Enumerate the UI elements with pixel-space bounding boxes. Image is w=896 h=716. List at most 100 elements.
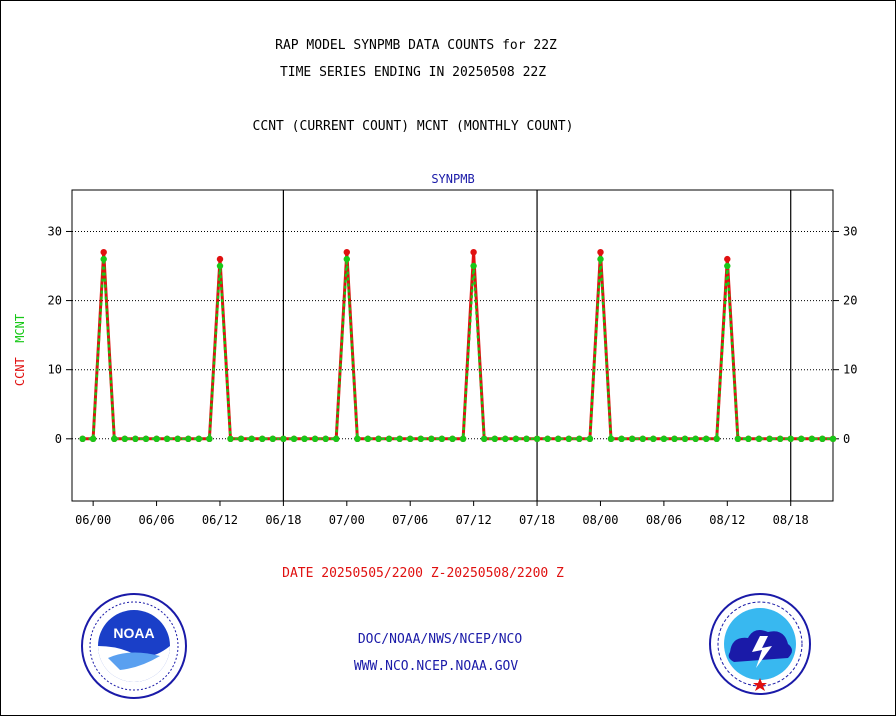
data-point-mcnt bbox=[396, 435, 403, 442]
x-tick-label: 07/12 bbox=[456, 513, 492, 527]
data-point-mcnt bbox=[438, 435, 446, 442]
data-point-mcnt bbox=[280, 435, 287, 442]
x-tick-label: 06/18 bbox=[265, 513, 301, 527]
data-point-mcnt bbox=[354, 435, 361, 442]
data-point-mcnt bbox=[681, 435, 689, 442]
data-point-mcnt bbox=[322, 435, 329, 442]
data-point-mcnt bbox=[734, 435, 742, 442]
y-tick-label-left: 10 bbox=[48, 363, 62, 377]
data-point-mcnt bbox=[766, 435, 773, 442]
data-point-mcnt bbox=[174, 435, 181, 442]
data-point-mcnt bbox=[111, 435, 118, 442]
data-point-mcnt bbox=[237, 435, 245, 442]
data-point-mcnt bbox=[311, 435, 319, 442]
y-tick-label-left: 30 bbox=[48, 224, 62, 238]
data-point-mcnt bbox=[121, 435, 128, 442]
data-point-mcnt bbox=[333, 435, 340, 442]
data-point-ccnt bbox=[100, 249, 107, 256]
data-point-mcnt bbox=[163, 435, 171, 442]
data-point-mcnt bbox=[798, 435, 805, 442]
data-point-mcnt bbox=[216, 262, 224, 270]
data-point-ccnt bbox=[724, 255, 731, 263]
series-line-ccnt bbox=[82, 252, 833, 441]
data-point-mcnt bbox=[703, 435, 710, 442]
data-point-mcnt bbox=[650, 435, 657, 442]
chart-title-line2: TIME SERIES ENDING IN 20250508 22Z bbox=[279, 65, 547, 80]
data-point-mcnt bbox=[597, 255, 604, 263]
y-tick-label-left: 0 bbox=[55, 432, 62, 446]
y-tick-label-right: 10 bbox=[843, 363, 857, 377]
data-point-mcnt bbox=[607, 435, 615, 442]
x-tick-label: 06/06 bbox=[138, 513, 174, 527]
x-tick-label: 08/06 bbox=[646, 513, 682, 527]
plot-title: SYNPMB bbox=[431, 172, 475, 186]
data-point-mcnt bbox=[79, 435, 86, 442]
data-point-mcnt bbox=[481, 435, 488, 442]
data-point-mcnt bbox=[407, 435, 414, 442]
data-point-mcnt bbox=[819, 435, 826, 442]
data-point-mcnt bbox=[248, 435, 255, 442]
data-point-ccnt bbox=[597, 249, 604, 256]
data-point-mcnt bbox=[290, 435, 298, 442]
data-point-ccnt bbox=[216, 255, 224, 263]
x-tick-label: 08/18 bbox=[773, 513, 809, 527]
data-point-mcnt bbox=[523, 435, 530, 442]
data-point-ccnt bbox=[470, 249, 477, 256]
data-point-mcnt bbox=[259, 435, 266, 442]
data-point-mcnt bbox=[671, 435, 678, 442]
data-point-mcnt bbox=[555, 435, 562, 442]
data-point-mcnt bbox=[269, 435, 276, 442]
chart-title-line1: RAP MODEL SYNPMB DATA COUNTS for 22Z bbox=[275, 38, 557, 53]
data-point-mcnt bbox=[808, 435, 816, 442]
data-point-mcnt bbox=[185, 435, 192, 442]
x-tick-label: 06/00 bbox=[75, 513, 111, 527]
x-tick-label: 07/18 bbox=[519, 513, 555, 527]
data-point-mcnt bbox=[343, 255, 350, 263]
org-url-label: WWW.NCO.NCEP.NOAA.GOV bbox=[353, 659, 519, 674]
data-point-mcnt bbox=[385, 435, 393, 442]
data-point-mcnt bbox=[629, 435, 636, 442]
y-tick-label-left: 20 bbox=[48, 294, 62, 308]
noaa-logo-icon: NOAA bbox=[81, 593, 187, 699]
data-point-mcnt bbox=[195, 435, 202, 442]
data-point-mcnt bbox=[829, 435, 837, 442]
data-point-mcnt bbox=[153, 435, 160, 442]
nws-logo-icon bbox=[709, 593, 811, 695]
y-tick-label-right: 0 bbox=[843, 432, 850, 446]
data-point-mcnt bbox=[417, 435, 424, 442]
x-tick-label: 06/12 bbox=[202, 513, 238, 527]
data-point-mcnt bbox=[565, 435, 572, 442]
data-point-mcnt bbox=[100, 255, 107, 263]
data-point-mcnt bbox=[301, 435, 308, 442]
data-point-mcnt bbox=[692, 435, 699, 442]
data-point-ccnt bbox=[343, 249, 350, 256]
data-point-mcnt bbox=[745, 435, 752, 442]
data-point-mcnt bbox=[512, 435, 520, 442]
data-point-mcnt bbox=[206, 435, 213, 442]
data-point-mcnt bbox=[502, 435, 509, 442]
data-point-mcnt bbox=[375, 435, 382, 442]
x-tick-label: 08/12 bbox=[709, 513, 745, 527]
data-point-mcnt bbox=[470, 262, 477, 270]
data-point-mcnt bbox=[586, 435, 594, 442]
data-point-mcnt bbox=[364, 435, 372, 442]
data-point-mcnt bbox=[428, 435, 435, 442]
data-point-mcnt bbox=[132, 435, 139, 442]
data-point-mcnt bbox=[491, 435, 498, 442]
data-point-mcnt bbox=[618, 435, 625, 442]
data-point-mcnt bbox=[713, 435, 720, 442]
data-point-mcnt bbox=[89, 435, 97, 442]
data-point-mcnt bbox=[639, 435, 646, 442]
data-point-mcnt bbox=[459, 435, 467, 442]
data-point-mcnt bbox=[142, 435, 150, 442]
y-tick-label-right: 20 bbox=[843, 294, 857, 308]
chart-subtitle: CCNT (CURRENT COUNT) MCNT (MONTHLY COUNT… bbox=[252, 119, 574, 134]
noaa-logo-text: NOAA bbox=[113, 625, 154, 641]
data-point-mcnt bbox=[660, 435, 668, 442]
data-point-mcnt bbox=[777, 435, 784, 442]
org-path-label: DOC/NOAA/NWS/NCEP/NCO bbox=[357, 632, 523, 647]
date-range-label: DATE 20250505/2200 Z-20250508/2200 Z bbox=[282, 566, 564, 581]
y-tick-label-right: 30 bbox=[843, 224, 857, 238]
data-point-mcnt bbox=[533, 435, 541, 442]
